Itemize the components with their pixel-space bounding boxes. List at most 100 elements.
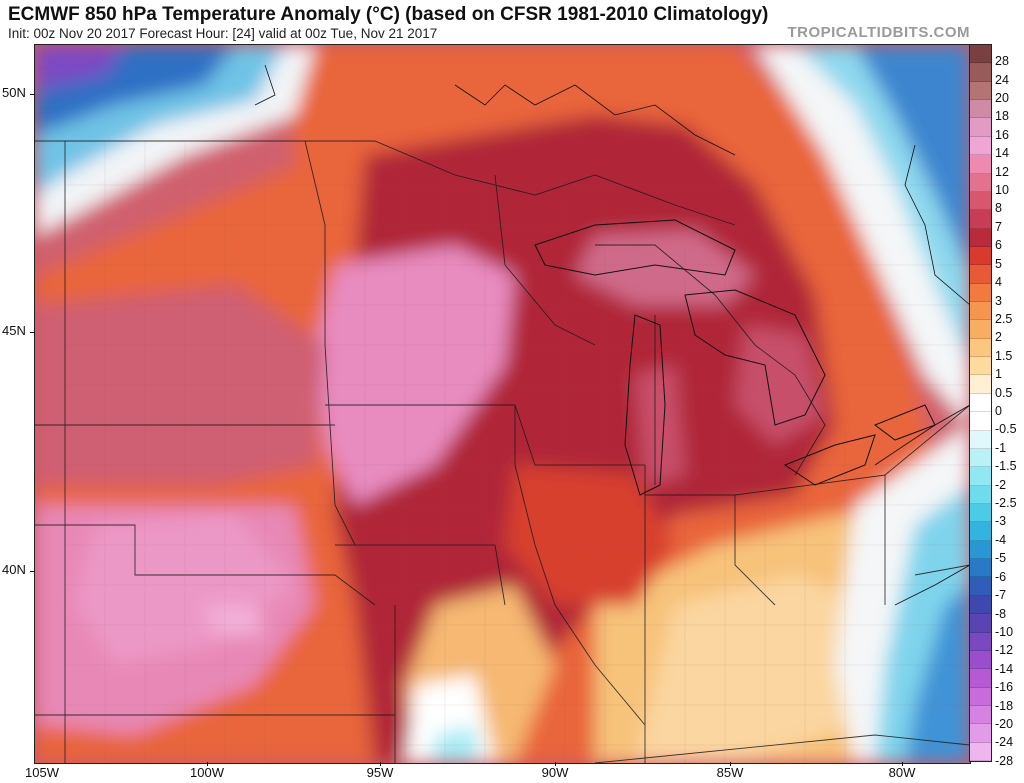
colorbar-level-label: 8 [995, 201, 1002, 216]
lon-tick [902, 762, 903, 766]
lon-tick [555, 762, 556, 766]
colorbar-cell [970, 283, 991, 303]
colorbar-level-label: 7 [995, 219, 1002, 234]
colorbar-cell [970, 155, 991, 174]
colorbar-cell [970, 246, 991, 266]
lat-tick [30, 94, 35, 95]
colorbar-level-label: 20 [995, 91, 1009, 106]
colorbar-cell [970, 412, 991, 431]
colorbar-level-label: 1 [995, 367, 1002, 382]
colorbar-cell [970, 357, 991, 376]
colorbar-level-label: -28 [995, 753, 1014, 768]
map-svg [35, 45, 970, 763]
colorbar-level-label: -6 [995, 569, 1007, 584]
colorbar-level-label: 24 [995, 72, 1009, 87]
colorbar-cell [970, 320, 991, 339]
colorbar-cell [970, 173, 991, 192]
lon-label-90w: 90W [541, 765, 569, 780]
colorbar-level-label: -8 [995, 606, 1007, 621]
lon-tick [730, 762, 731, 766]
colorbar-level-label: -16 [995, 680, 1014, 695]
lat-label-40n: 40N [2, 562, 26, 577]
state-borders [35, 140, 970, 763]
colorbar-cell [970, 687, 991, 706]
colorbar-level-label: 0.5 [995, 385, 1013, 400]
colorbar-level-label: 0 [995, 404, 1002, 418]
colorbar-level-label: -10 [995, 624, 1014, 639]
lon-label-95w: 95W [366, 765, 394, 780]
colorbar-level-label: 2 [995, 330, 1002, 345]
colorbar-level-label: -4 [995, 532, 1007, 547]
colorbar-level-label: 14 [995, 146, 1009, 161]
colorbar-cell [970, 81, 991, 101]
credit: TROPICALTIDBITS.COM [787, 24, 970, 41]
colorbar-cell [970, 577, 991, 596]
lat-label-50n: 50N [2, 85, 26, 100]
colorbar-cell [970, 393, 991, 413]
anomaly-map [34, 44, 971, 764]
colorbar-cell [970, 595, 991, 615]
lon-label-105w: 105W [25, 765, 59, 780]
colorbar-level-label: 18 [995, 109, 1009, 124]
colorbar-level-label: -24 [995, 735, 1014, 750]
lon-tick [380, 762, 381, 766]
colorbar [969, 44, 992, 762]
colorbar-level-label: -0.5 [995, 422, 1017, 437]
colorbar-cell [970, 375, 991, 394]
colorbar-cell [970, 614, 991, 633]
lon-label-80w: 80W [888, 765, 916, 780]
colorbar-level-label: -20 [995, 716, 1014, 731]
colorbar-cell [970, 705, 991, 725]
colorbar-cell [970, 45, 991, 64]
colorbar-level-label: 28 [995, 54, 1009, 69]
colorbar-level-label: -1.5 [995, 459, 1017, 474]
colorbar-cell [970, 522, 991, 541]
lat-tick [30, 332, 35, 333]
colorbar-level-label: -14 [995, 661, 1014, 676]
coastline [254, 64, 970, 606]
colorbar-cell [970, 503, 991, 523]
colorbar-cell [970, 338, 991, 358]
colorbar-level-label: 12 [995, 164, 1009, 179]
county-grid [65, 141, 970, 763]
colorbar-cell [970, 485, 991, 504]
colorbar-cell [970, 265, 991, 284]
colorbar-level-label: 6 [995, 238, 1002, 253]
colorbar-level-label: -12 [995, 643, 1014, 658]
lon-tick [207, 762, 208, 766]
colorbar-cell [970, 100, 991, 119]
colorbar-level-label: -7 [995, 588, 1007, 603]
colorbar-level-label: 16 [995, 127, 1009, 142]
colorbar-level-label: 5 [995, 256, 1002, 271]
lat-tick [30, 571, 35, 572]
lat-label-45n: 45N [2, 323, 26, 338]
colorbar-level-label: -2.5 [995, 496, 1017, 511]
colorbar-cell [970, 632, 991, 651]
colorbar-cell [970, 302, 991, 321]
colorbar-level-label: -1 [995, 440, 1007, 455]
colorbar-cell [970, 210, 991, 229]
colorbar-cell [970, 430, 991, 449]
colorbar-level-label: 10 [995, 183, 1009, 198]
colorbar-level-label: 1.5 [995, 348, 1013, 363]
colorbar-level-label: 3 [995, 293, 1002, 308]
lon-label-100w: 100W [190, 765, 224, 780]
colorbar-cell [970, 448, 991, 468]
lon-label-85w: 85W [716, 765, 744, 780]
colorbar-cell [970, 724, 991, 743]
colorbar-cell [970, 467, 991, 486]
colorbar-cell [970, 118, 991, 137]
colorbar-cell [970, 228, 991, 247]
anomaly-field [35, 45, 970, 763]
colorbar-cell [970, 63, 991, 82]
colorbar-cell [970, 742, 991, 762]
colorbar-cell [970, 559, 991, 578]
subtitle: Init: 00z Nov 20 2017 Forecast Hour: [24… [8, 26, 438, 41]
colorbar-level-label: 4 [995, 275, 1002, 290]
colorbar-level-label: -5 [995, 551, 1007, 566]
colorbar-level-label: -3 [995, 514, 1007, 529]
colorbar-level-label: -2 [995, 477, 1007, 492]
colorbar-cell [970, 669, 991, 688]
colorbar-cell [970, 540, 991, 560]
colorbar-cell [970, 191, 991, 211]
